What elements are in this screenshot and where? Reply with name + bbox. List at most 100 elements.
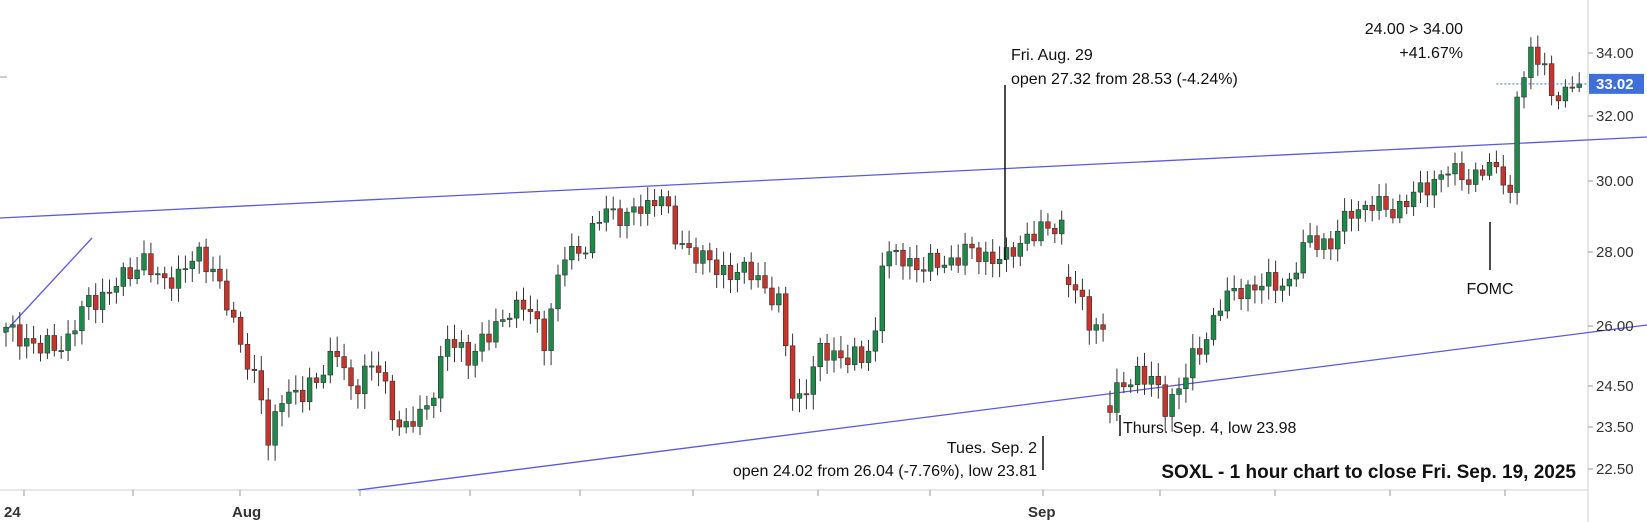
candle-body	[603, 208, 610, 223]
candle-body	[582, 252, 589, 255]
candle-body	[1555, 95, 1562, 102]
candle-body	[106, 291, 113, 294]
candle-body	[127, 267, 133, 279]
candle-body	[789, 345, 796, 399]
candle-body	[851, 346, 858, 365]
candle	[231, 301, 237, 323]
candle	[582, 246, 589, 259]
candle	[1162, 375, 1168, 432]
candle-body	[1203, 339, 1210, 355]
candle-body	[748, 261, 754, 281]
candle	[603, 195, 610, 232]
candle-body	[1459, 163, 1465, 181]
candle	[334, 336, 340, 368]
candle	[189, 251, 195, 282]
candle	[1335, 219, 1341, 262]
candle	[1535, 35, 1541, 76]
candle	[1569, 76, 1576, 93]
candle	[838, 335, 844, 369]
candle-body	[417, 408, 423, 427]
candle	[996, 246, 1003, 278]
candle	[355, 379, 361, 409]
candle	[23, 323, 30, 359]
candle	[1314, 225, 1320, 258]
candle-body	[693, 247, 699, 264]
candle-body	[631, 206, 637, 213]
candle	[886, 241, 892, 279]
candle-body	[858, 346, 865, 363]
candle-body	[1093, 324, 1099, 331]
candle	[403, 408, 409, 434]
candle	[210, 256, 216, 282]
candle-body	[1266, 272, 1272, 287]
candle	[1500, 154, 1507, 195]
candle-body	[327, 350, 333, 376]
candle	[1100, 313, 1106, 342]
candle-body	[1107, 405, 1113, 413]
candle-body	[644, 200, 651, 214]
candle-body	[162, 273, 168, 279]
trendlines	[0, 136, 1647, 491]
candle-body	[403, 421, 409, 428]
candle-body	[1217, 310, 1224, 316]
candle	[1079, 278, 1086, 311]
candle-body	[203, 246, 209, 273]
candle-body	[86, 295, 92, 307]
candle-body	[506, 317, 513, 320]
candle-body	[810, 366, 817, 395]
candle-body	[1479, 169, 1486, 176]
candle	[1452, 152, 1458, 186]
candle-body	[355, 385, 361, 395]
candle-body	[955, 257, 961, 266]
candle	[203, 238, 209, 284]
aug29-title: Fri. Aug. 29	[1011, 47, 1093, 64]
candle	[700, 245, 706, 275]
candle	[265, 387, 271, 461]
candle-body	[1279, 285, 1286, 291]
candle	[707, 242, 713, 273]
candle-body	[1452, 163, 1458, 175]
candle-body	[1238, 287, 1244, 300]
candle-body	[1224, 290, 1231, 312]
candle-body	[313, 377, 320, 383]
candle-body	[976, 247, 982, 262]
candle	[506, 312, 513, 328]
candle	[1293, 262, 1300, 287]
candle-body	[838, 350, 844, 359]
candle	[127, 257, 133, 287]
candle-body	[1383, 196, 1389, 210]
candle-body	[210, 268, 216, 273]
candle-body	[1535, 46, 1541, 65]
move-range: 24.00 > 34.00	[1365, 21, 1463, 38]
candle-body	[1542, 63, 1548, 66]
candle	[1328, 231, 1334, 261]
candle-body	[141, 253, 147, 271]
candle-body	[527, 308, 534, 312]
candle-body	[472, 350, 478, 366]
y-tick-label: 26.00	[1596, 318, 1634, 335]
candle	[1507, 175, 1513, 204]
candle-body	[1397, 200, 1403, 219]
candle	[465, 334, 471, 379]
candle	[1486, 153, 1493, 181]
candle	[1252, 275, 1258, 304]
candle-body	[658, 196, 665, 207]
candle	[1279, 278, 1286, 302]
candle-body	[900, 249, 906, 267]
candle	[1466, 169, 1472, 194]
candle	[562, 246, 568, 287]
candle	[72, 320, 78, 347]
candle	[1107, 390, 1113, 424]
sep2-title: Tues. Sep. 2	[947, 440, 1037, 457]
candle	[1473, 162, 1479, 193]
candle-body	[1286, 278, 1293, 287]
candle	[624, 207, 630, 239]
candle	[389, 374, 396, 431]
candle-body	[734, 272, 741, 280]
candle	[1431, 170, 1438, 208]
candle-body	[51, 335, 58, 351]
candle-body	[1300, 242, 1306, 274]
candle	[1155, 363, 1162, 399]
candle-body	[479, 333, 485, 352]
candle	[493, 308, 499, 349]
